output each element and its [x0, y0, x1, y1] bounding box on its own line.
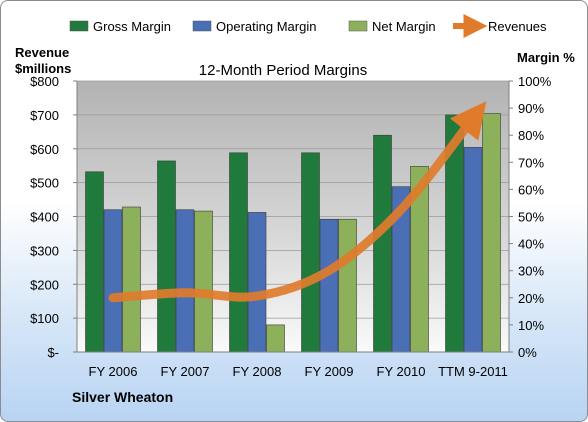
legend-label-operating-margin: Operating Margin — [216, 19, 316, 34]
right-tick-label: 90% — [518, 101, 544, 116]
category-label: FY 2009 — [305, 364, 354, 379]
right-tick-label: 10% — [518, 318, 544, 333]
left-tick-label: $800 — [30, 74, 59, 89]
axis-ticks: $- $100 $200 $300 $400 $500 $600 $700 $800 0% 10% 2… — [30, 74, 552, 360]
category-labels: FY 2006 FY 2007 FY 2008 FY 2009 FY 2010 TTM 9… — [89, 364, 508, 379]
category-label: FY 2007 — [161, 364, 210, 379]
bar-operating-margin — [247, 212, 267, 353]
bar-net-margin — [266, 324, 285, 353]
right-axis-title: Margin % — [517, 50, 575, 65]
legend-swatch-operating-margin — [192, 20, 212, 32]
legend-label-net-margin: Net Margin — [372, 19, 436, 34]
legend-label-gross-margin: Gross Margin — [93, 19, 171, 34]
bar-operating-margin — [175, 209, 195, 353]
left-axis-title-line2: $millions — [15, 61, 71, 76]
revenue-line — [108, 101, 487, 303]
chart-title: 12-Month Period Margins — [199, 62, 367, 79]
bar-operating-margin — [103, 209, 123, 353]
right-tick-label: 100% — [518, 74, 552, 89]
bar-net-margin — [194, 210, 213, 353]
left-tick-label: $500 — [30, 176, 59, 191]
right-tick-label: 20% — [518, 291, 544, 306]
bar-net-margin — [338, 218, 357, 353]
bar-net-margin — [122, 206, 141, 353]
bar-gross-margin — [301, 152, 320, 353]
left-tick-label: $300 — [30, 243, 59, 258]
bar-gross-margin — [373, 134, 392, 353]
bars — [85, 113, 501, 353]
left-tick-label: $- — [47, 345, 59, 360]
legend: Gross Margin Operating Margin Net Margin… — [69, 14, 547, 38]
left-tick-label: $400 — [30, 210, 59, 225]
left-tick-label: $200 — [30, 277, 59, 292]
bar-gross-margin — [229, 152, 248, 353]
bar-net-margin — [482, 113, 501, 353]
left-tick-label: $100 — [30, 311, 59, 326]
legend-swatch-gross-margin — [69, 20, 89, 32]
category-label: TTM 9-2011 — [438, 364, 508, 379]
left-axis-title-line1: Revenue — [15, 45, 69, 60]
left-tick-label: $600 — [30, 142, 59, 157]
legend-swatch-net-margin — [348, 20, 368, 32]
right-tick-label: 50% — [518, 210, 544, 225]
right-tick-label: 60% — [518, 182, 544, 197]
right-tick-label: 70% — [518, 155, 544, 170]
bar-operating-margin — [319, 218, 339, 353]
bar-gross-margin — [157, 160, 176, 353]
category-label: FY 2008 — [233, 364, 282, 379]
category-label: FY 2010 — [377, 364, 426, 379]
gridlines — [77, 80, 509, 319]
bar-gross-margin — [85, 171, 104, 353]
company-name: Silver Wheaton — [72, 389, 173, 405]
right-tick-label: 30% — [518, 264, 544, 279]
legend-label-revenues: Revenues — [488, 19, 547, 34]
bar-operating-margin — [463, 147, 483, 353]
right-tick-label: 0% — [518, 345, 537, 360]
right-tick-label: 80% — [518, 128, 544, 143]
right-tick-label: 40% — [518, 237, 544, 252]
revenues-series-line — [108, 101, 487, 303]
left-tick-label: $700 — [30, 108, 59, 123]
category-label: FY 2006 — [89, 364, 138, 379]
